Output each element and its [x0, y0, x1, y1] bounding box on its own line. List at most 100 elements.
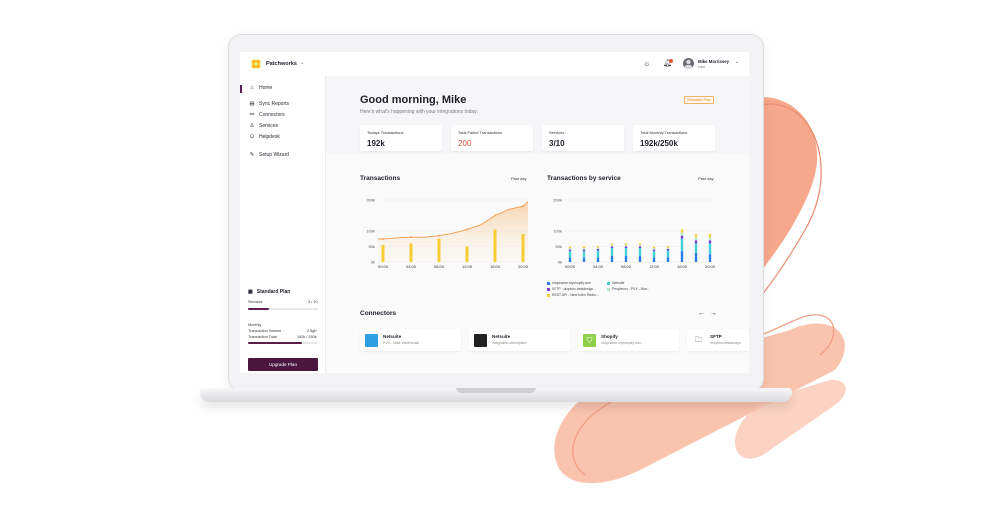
- x-tick-label: 04:00: [406, 264, 417, 269]
- transactions-line: [377, 201, 529, 240]
- service-bar-segment: [624, 248, 628, 256]
- stat-label: Services: [549, 130, 565, 135]
- service-bar-segment: [694, 252, 698, 262]
- service-bar-segment: [610, 255, 614, 262]
- service-bar-segment: [694, 240, 698, 244]
- sidebar-item-helpdesk[interactable]: ⊙ Helpdesk: [249, 134, 280, 140]
- connector-card[interactable]: Netsuite PVX - Mike Warehouse: [360, 329, 461, 351]
- active-indicator: [240, 85, 242, 93]
- sidebar-item-services[interactable]: ♙ Services: [249, 123, 279, 129]
- line-point: [522, 205, 524, 208]
- total-value: 192k / 250k: [297, 335, 317, 339]
- plan-title: ▦ Standard Plan: [248, 289, 290, 295]
- y-tick-label: 0k: [558, 259, 562, 264]
- user-name[interactable]: Mike Morrissey: [698, 59, 730, 64]
- service-bar-segment: [624, 244, 628, 247]
- service-bar-segment: [638, 246, 642, 249]
- sidebar-item-label: Connectors: [259, 112, 285, 118]
- plan-badge[interactable]: Standard Plan: [684, 96, 715, 104]
- brand-name[interactable]: Patchworks: [266, 61, 297, 67]
- stat-value: 3/10: [549, 139, 565, 148]
- service-bar-segment: [596, 247, 600, 249]
- transaction-bar: [409, 243, 413, 262]
- service-bar-segment: [582, 248, 586, 250]
- x-tick-label: 12:00: [462, 264, 473, 269]
- sidebar-item-sync-reports[interactable]: ▤ Sync Reports: [249, 101, 289, 107]
- folder-icon: 🗀︎: [692, 334, 705, 347]
- x-tick-label: 08:00: [434, 264, 445, 269]
- service-bar-segment: [680, 232, 684, 236]
- sun-icon[interactable]: ☼: [643, 59, 651, 68]
- sidebar-item-label: Helpdesk: [259, 134, 280, 140]
- transaction-bar: [521, 234, 525, 262]
- stat-label: Total Failed Transactions: [458, 130, 503, 135]
- stat-card-monthly[interactable]: Total Monthly Transactions 192k/250k: [633, 125, 715, 151]
- legend-label: Netsuite: [612, 281, 625, 285]
- service-chart-title: Transactions by service: [547, 175, 621, 182]
- legend-label: shopname.myshopify.com: [552, 281, 592, 285]
- connector-card[interactable]: 🗀︎ SFTP dropbox.bestdesign: [687, 329, 749, 351]
- stat-card-failed[interactable]: Total Failed Transactions 200: [451, 125, 533, 151]
- notification-dot: [669, 59, 673, 63]
- avatar[interactable]: [683, 58, 694, 69]
- transaction-bar: [493, 229, 497, 262]
- volume-value: 2.5gb: [307, 329, 317, 333]
- y-tick-label: 200k: [553, 197, 562, 202]
- coral-shape-small: [734, 379, 846, 459]
- home-icon: ⌂: [250, 85, 254, 91]
- services-progress-track: [248, 308, 318, 310]
- service-bar-segment: [680, 251, 684, 262]
- legend-item: shopname.myshopify.com: [547, 281, 607, 285]
- transaction-bar: [465, 246, 469, 262]
- legend-swatch: [547, 287, 550, 291]
- user-menu-chevron-icon[interactable]: ⌄: [735, 59, 740, 65]
- stat-label: Todays Transactions: [367, 130, 404, 135]
- service-bar-segment: [568, 246, 572, 249]
- app-screen: Patchworks ⌄ ☼ 🔔︎ Mike Morrissey User ⌄ …: [240, 52, 749, 373]
- sidebar-item-setup-wizard[interactable]: ✎ Setup Wizard: [249, 152, 289, 158]
- y-tick-label: 100k: [553, 228, 562, 233]
- legend-label: SFTP - dropbox.bestdesign...: [552, 287, 597, 291]
- sidebar-item-connectors[interactable]: ⚯ Connectors: [249, 112, 285, 118]
- sidebar-item-home[interactable]: ⌂ Home: [249, 85, 272, 91]
- services-label: Services: [248, 300, 263, 304]
- transactions-period[interactable]: Past day: [511, 176, 527, 181]
- legend-label: REST API - NewYork's Radio...: [552, 293, 599, 297]
- arrow-right-icon[interactable]: →: [710, 310, 717, 317]
- service-bar-segment: [582, 249, 586, 252]
- connector-card[interactable]: ⛉ Shopify shopname.myshopify.com: [578, 329, 679, 351]
- y-tick-label: 50k: [556, 244, 562, 249]
- service-bar-segment: [652, 248, 656, 250]
- service-bar-segment: [624, 246, 628, 249]
- sidebar-item-label: Setup Wizard: [259, 152, 290, 158]
- service-bar-segment: [708, 234, 712, 238]
- arrow-left-icon[interactable]: ←: [698, 310, 705, 317]
- stat-card-services[interactable]: Services 3/10: [542, 125, 624, 151]
- total-label: Transaction Total: [248, 335, 277, 339]
- service-bar-segment: [694, 234, 698, 238]
- report-icon: ▤: [249, 101, 255, 107]
- x-tick-label: 20:00: [705, 264, 716, 269]
- legend-item: Peoplevox - PVX - Mon...: [607, 287, 667, 291]
- service-bar-segment: [610, 244, 614, 247]
- laptop-notch: [456, 388, 536, 393]
- sidebar: ⌂ Home ▤ Sync Reports ⚯ Connectors ♙ Ser…: [240, 76, 326, 373]
- upgrade-plan-button[interactable]: Upgrade Plan: [248, 358, 318, 371]
- chevron-down-icon[interactable]: ⌄: [300, 60, 305, 66]
- connector-card[interactable]: Netsuite integration-description: [469, 329, 570, 351]
- service-period[interactable]: Past day: [698, 176, 714, 181]
- total-progress-fill: [248, 342, 302, 344]
- top-bar: Patchworks ⌄ ☼ 🔔︎ Mike Morrissey User ⌄: [240, 52, 749, 77]
- stat-card-today[interactable]: Todays Transactions 192k: [360, 125, 442, 151]
- bell-icon[interactable]: 🔔︎: [663, 60, 672, 67]
- x-tick-label: 00:00: [565, 264, 576, 269]
- service-bar-segment: [708, 237, 712, 241]
- service-bar-segment: [652, 257, 656, 262]
- service-bar-segment: [638, 248, 642, 256]
- transactions-chart: 0k 50k 100k 200k 00:00 04:00 08:00 12:00 16:00 20…: [366, 197, 529, 269]
- service-bar-segment: [624, 255, 628, 262]
- service-bar-segment: [666, 245, 670, 248]
- legend-item: Netsuite: [607, 281, 667, 285]
- stat-label: Total Monthly Transactions: [640, 130, 688, 135]
- wizard-icon: ✎: [249, 152, 255, 158]
